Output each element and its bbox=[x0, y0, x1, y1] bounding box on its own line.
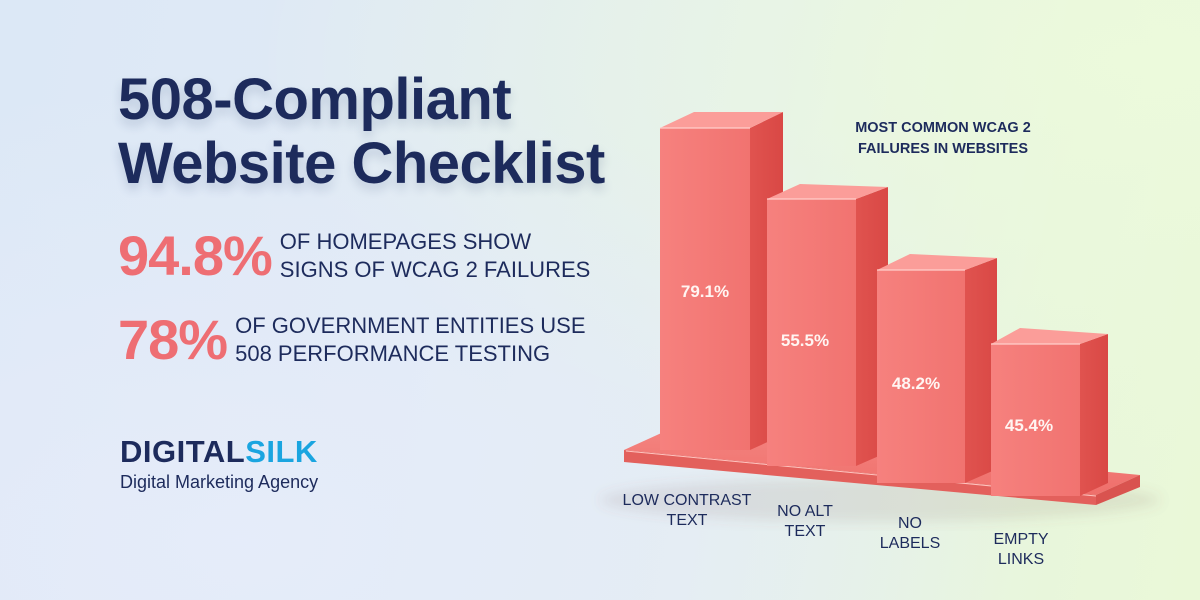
stat-desc-line-2: SIGNS OF WCAG 2 FAILURES bbox=[279, 257, 591, 282]
category-label-line: LINKS bbox=[997, 551, 1045, 568]
chart-title: MOST COMMON WCAG 2 FAILURES IN WEBSITES bbox=[838, 118, 1048, 160]
stat-value: 94.8% bbox=[118, 224, 273, 287]
category-label-line: NO ALT bbox=[777, 503, 833, 520]
bar-value-label: 55.5% bbox=[780, 331, 830, 350]
digitalsilk-logo: DIGITALSILK Digital Marketing Agency bbox=[120, 436, 318, 494]
stat-government: 78% OF GOVERNMENT ENTITIES USE 508 PERFO… bbox=[118, 312, 586, 368]
page-title: 508-Compliant Website Checklist bbox=[118, 68, 605, 196]
stat-homepages: 94.8% OF HOMEPAGES SHOW SIGNS OF WCAG 2 … bbox=[118, 228, 590, 284]
category-label-line: TEXT bbox=[784, 523, 826, 540]
chart-title-line-2: FAILURES IN WEBSITES bbox=[858, 141, 1028, 157]
stat-description: OF GOVERNMENT ENTITIES USE 508 PERFORMAN… bbox=[235, 312, 585, 368]
stat-desc-line-2: 508 PERFORMANCE TESTING bbox=[235, 341, 551, 366]
category-label-line: EMPTY bbox=[993, 531, 1049, 548]
logo-tagline: Digital Marketing Agency bbox=[120, 472, 319, 492]
stat-description: OF HOMEPAGES SHOW SIGNS OF WCAG 2 FAILUR… bbox=[280, 228, 591, 284]
bar-no-labels bbox=[877, 254, 997, 483]
bar-low-contrast-text bbox=[660, 112, 783, 450]
stat-desc-line-1: OF GOVERNMENT ENTITIES USE bbox=[235, 313, 586, 338]
bar-empty-links bbox=[991, 328, 1108, 496]
bar-value-label: 45.4% bbox=[1004, 416, 1054, 435]
logo-wordmark: DIGITALSILK bbox=[120, 436, 318, 468]
bar-value-label: 48.2% bbox=[891, 374, 941, 393]
stat-value: 78% bbox=[118, 308, 228, 371]
category-label: NO ALT TEXT bbox=[735, 502, 875, 542]
category-label-line: LOW CONTRAST bbox=[622, 492, 752, 509]
category-label: NO LABELS bbox=[840, 514, 980, 554]
category-label-line: TEXT bbox=[666, 512, 708, 529]
category-label-line: LABELS bbox=[879, 535, 941, 552]
logo-word-digital: DIGITAL bbox=[120, 434, 246, 469]
bar-value-label: 79.1% bbox=[680, 282, 730, 301]
category-label-line: NO bbox=[898, 515, 922, 532]
stat-desc-line-1: OF HOMEPAGES SHOW bbox=[279, 229, 532, 254]
title-line-2: Website Checklist bbox=[118, 131, 605, 196]
bar-no-alt-text bbox=[767, 184, 888, 466]
category-label: EMPTY LINKS bbox=[951, 530, 1091, 570]
chart-title-line-1: MOST COMMON WCAG 2 bbox=[855, 120, 1031, 136]
logo-word-silk: SILK bbox=[245, 434, 318, 469]
category-label: LOW CONTRAST TEXT bbox=[617, 491, 757, 531]
title-line-1: 508-Compliant bbox=[118, 67, 512, 132]
